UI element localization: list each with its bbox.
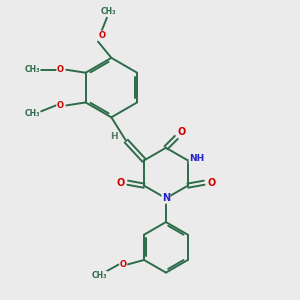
Text: N: N bbox=[162, 193, 170, 203]
Text: O: O bbox=[57, 65, 64, 74]
Text: NH: NH bbox=[189, 154, 204, 164]
Text: CH₃: CH₃ bbox=[92, 271, 107, 280]
Text: O: O bbox=[116, 178, 124, 188]
Text: O: O bbox=[178, 127, 186, 137]
Text: H: H bbox=[110, 132, 118, 141]
Text: O: O bbox=[208, 178, 216, 188]
Text: O: O bbox=[99, 31, 106, 40]
Text: CH₃: CH₃ bbox=[24, 109, 40, 118]
Text: CH₃: CH₃ bbox=[24, 65, 40, 74]
Text: O: O bbox=[57, 101, 64, 110]
Text: O: O bbox=[120, 260, 127, 269]
Text: CH₃: CH₃ bbox=[100, 7, 116, 16]
